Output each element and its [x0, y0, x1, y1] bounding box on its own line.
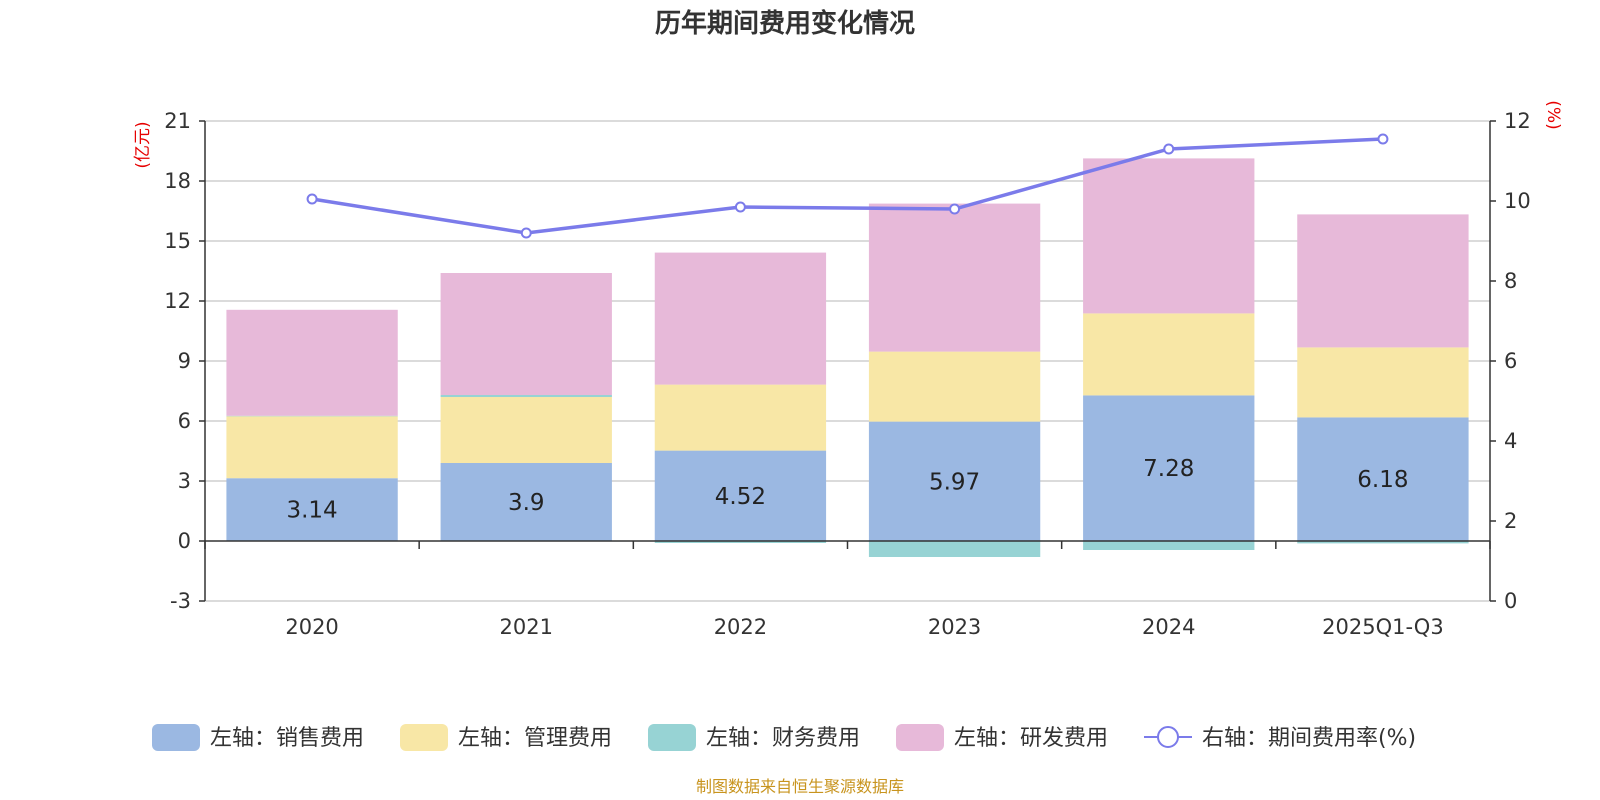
right-axis-tick-label: 8	[1504, 269, 1517, 293]
right-axis-tick-label: 2	[1504, 509, 1517, 533]
bar-segment-s2-2020	[226, 415, 398, 417]
bar-segment-s1-2023	[868, 351, 1041, 422]
rate-point-2024	[1163, 143, 1175, 155]
bar-segment-s2-2024	[1083, 541, 1255, 550]
bar-segment-s0-2022	[654, 450, 827, 541]
left-axis-tick-label: 9	[178, 349, 191, 373]
bar-value-label: 3.9	[508, 490, 545, 516]
bars	[226, 158, 1469, 557]
legend-item: 左轴：研发费用	[896, 724, 1108, 751]
left-axis-tick-label: 12	[164, 289, 191, 313]
legend-swatch	[400, 724, 448, 751]
left-axis-tick-label: 15	[164, 229, 191, 253]
bar-segment-s2-2021	[440, 395, 612, 397]
legend-swatch	[152, 724, 200, 751]
bar-segment-s0-2021	[440, 463, 612, 541]
bar-segment-s3-2023	[868, 203, 1041, 352]
bar-segment-s2-2025Q1-Q3	[1297, 541, 1469, 544]
x-axis-tick-label: 2022	[714, 615, 767, 639]
left-axis-tick-label: 6	[178, 409, 191, 433]
rate-point-2025Q1-Q3	[1377, 133, 1389, 145]
chart-title: 历年期间费用变化情况	[655, 8, 915, 39]
rate-point-2023	[949, 203, 961, 215]
legend-swatch	[648, 724, 696, 751]
expense-rate-line	[306, 133, 1389, 239]
bar-segment-s1-2022	[654, 384, 827, 451]
bar-segment-s3-2020	[226, 309, 398, 416]
right-axis-tick-label: 0	[1504, 589, 1517, 613]
bar-segment-s2-2023	[868, 541, 1041, 557]
bar-segment-s3-2025Q1-Q3	[1297, 214, 1469, 348]
left-axis-tick-label: 3	[178, 469, 191, 493]
left-axis-tick-label: 18	[164, 169, 191, 193]
rate-line-path	[311, 137, 1383, 235]
legend-item: 左轴：销售费用	[152, 724, 364, 751]
bar-segment-s1-2025Q1-Q3	[1297, 347, 1469, 418]
right-axis-tick-label: 10	[1504, 189, 1531, 213]
legend-label: 左轴：研发费用	[954, 726, 1108, 751]
x-axis-tick-label: 2021	[500, 615, 553, 639]
bar-value-label: 3.14	[286, 498, 337, 524]
bar-value-label: 6.18	[1357, 467, 1408, 493]
legend-swatch	[896, 724, 944, 751]
bar-segment-s0-2025Q1-Q3	[1297, 417, 1469, 541]
legend-item: 右轴：期间费用率(%)	[1144, 726, 1416, 751]
left-axis-tick-label: -3	[170, 589, 191, 613]
right-axis-unit: (%)	[1543, 100, 1563, 129]
bar-value-label: 4.52	[715, 484, 766, 510]
bar-value-label: 5.97	[929, 469, 980, 495]
bar-segment-s3-2022	[654, 252, 827, 385]
x-axis-tick-label: 2020	[285, 615, 338, 639]
rate-point-2020	[306, 193, 318, 205]
legend-item: 左轴：财务费用	[648, 724, 860, 751]
right-axis-tick-label: 6	[1504, 349, 1517, 373]
legend-label: 左轴：管理费用	[458, 726, 612, 751]
bar-segment-s0-2024	[1083, 395, 1255, 541]
left-axis-tick-label: 0	[178, 529, 191, 553]
legend-label: 左轴：财务费用	[706, 726, 860, 751]
bar-value-labels: 3.14 3.9 4.52 5.97 7.28 6.18	[286, 456, 1408, 523]
rate-point-2022	[734, 201, 746, 213]
legend-marker	[1157, 726, 1179, 748]
right-axis-tick-label: 12	[1504, 109, 1531, 133]
x-axis-tick-label: 2023	[928, 615, 981, 639]
bar-segment-s1-2020	[226, 416, 398, 479]
bar-segment-s2-2022	[654, 541, 827, 543]
bar-segment-s1-2021	[440, 397, 612, 463]
left-axis-tick-label: 21	[164, 109, 191, 133]
bar-segment-s0-2023	[868, 421, 1041, 541]
legend-label: 右轴：期间费用率(%)	[1202, 726, 1416, 751]
legend: 左轴：销售费用 左轴：管理费用 左轴：财务费用 左轴：研发费用 右轴：期间费用率(%)	[152, 724, 1416, 751]
left-axis-unit: (亿元)	[133, 121, 153, 168]
data-source-note: 制图数据来自恒生聚源数据库	[696, 777, 904, 796]
bar-segment-s0-2020	[226, 478, 398, 541]
rate-point-2021	[520, 227, 532, 239]
bar-segment-s3-2024	[1083, 158, 1255, 314]
bar-value-label: 7.28	[1143, 456, 1194, 482]
legend-label: 左轴：销售费用	[210, 726, 364, 751]
grid-lines	[205, 120, 1490, 602]
bar-segment-s3-2021	[440, 273, 612, 395]
x-axis-tick-label: 2024	[1142, 615, 1195, 639]
axes: -3 0 3 6 9 12 15 18 21 0 2 4 6 8 10 12 2020 2021 2022 2023 2…	[164, 109, 1530, 639]
bar-segment-s1-2024	[1083, 313, 1255, 396]
x-axis-tick-label: 2025Q1-Q3	[1322, 615, 1444, 639]
legend-item: 左轴：管理费用	[400, 724, 612, 751]
right-axis-tick-label: 4	[1504, 429, 1517, 453]
